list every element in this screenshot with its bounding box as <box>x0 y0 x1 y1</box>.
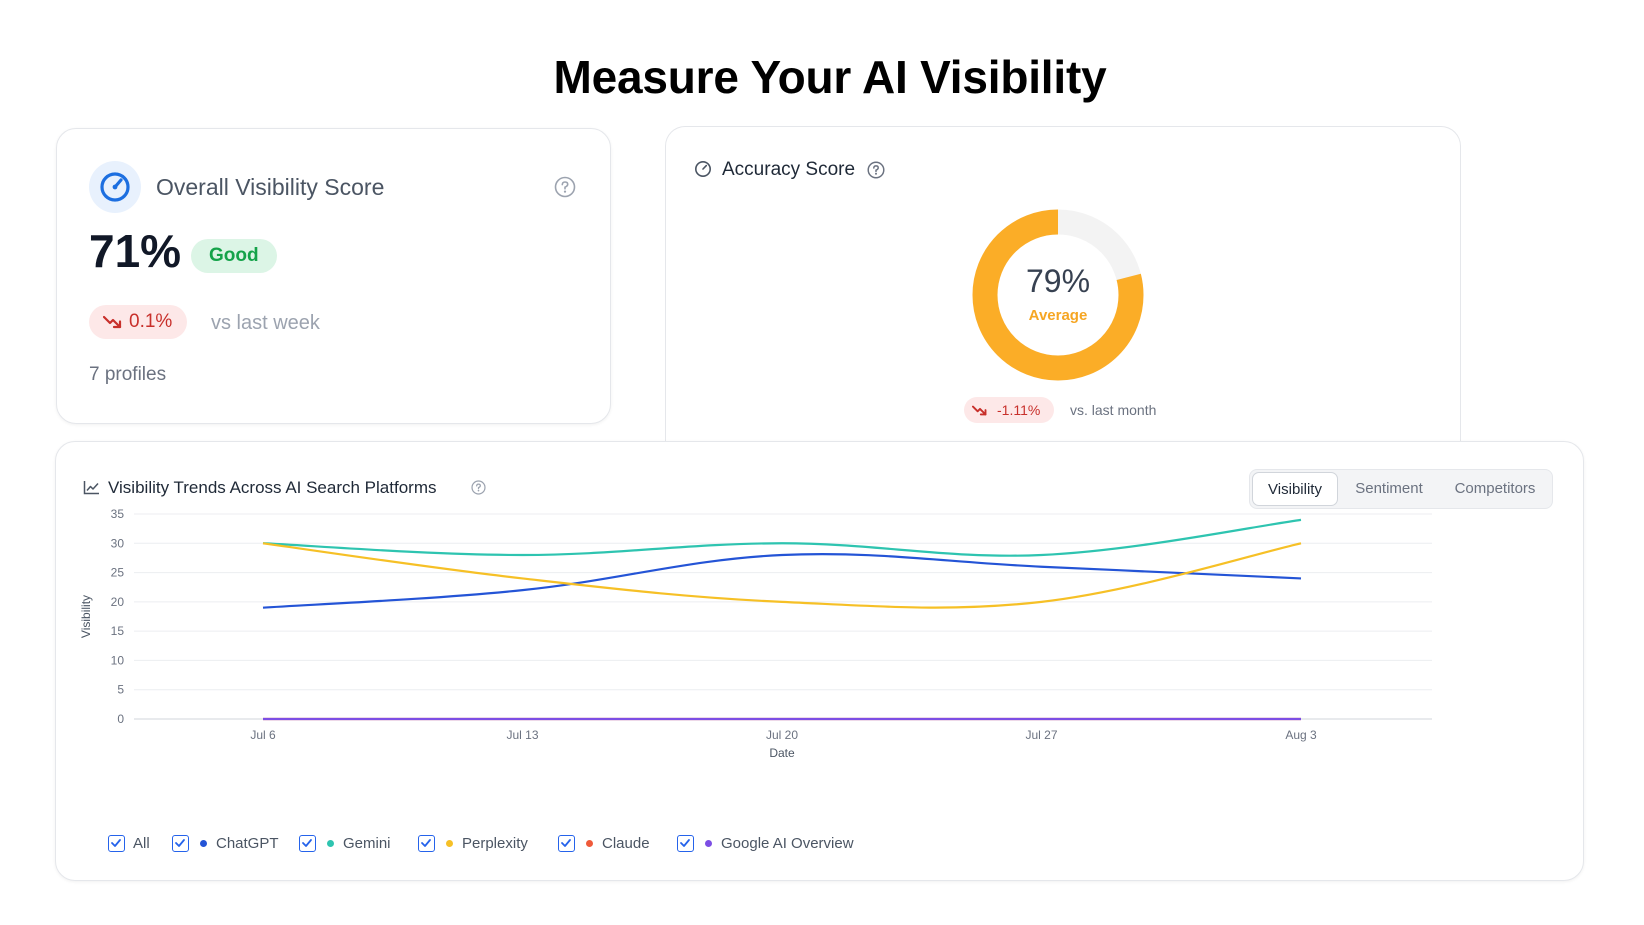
accuracy-donut <box>972 209 1144 381</box>
page-title: Measure Your AI Visibility <box>553 51 1107 103</box>
change-value: 0.1% <box>129 311 173 332</box>
legend-label: ChatGPT <box>216 834 279 852</box>
accuracy-value: 79% <box>1025 263 1091 299</box>
gauge-icon <box>695 161 711 177</box>
legend-label: Claude <box>602 834 650 852</box>
visibility-trends-card: Visibility Trends Across AI Search Platf… <box>55 441 1584 881</box>
accuracy-title: Accuracy Score <box>722 159 856 180</box>
check-icon <box>561 838 571 847</box>
checkbox[interactable] <box>172 834 189 852</box>
y-tick-label: 30 <box>111 536 125 550</box>
x-tick-label: Aug 3 <box>1285 728 1317 742</box>
x-tick-label: Jul 27 <box>1025 728 1057 742</box>
series-line-chatgpt <box>262 553 1302 609</box>
y-tick-label: 0 <box>117 712 124 726</box>
x-tick-label: Jul 13 <box>506 728 538 742</box>
legend-item-perplexity[interactable]: Perplexity <box>418 830 528 856</box>
check-icon <box>421 838 431 847</box>
y-axis-label: Visibility <box>79 595 93 638</box>
visibility-trend-chart: 0 5 10 15 20 25 30 35 Jul 6 Jul 13 Jul 20 Jul 27 Aug… <box>79 507 1432 760</box>
y-tick-label: 35 <box>111 507 125 521</box>
legend-item-claude[interactable]: Claude <box>558 830 650 856</box>
line-chart-icon <box>83 481 99 495</box>
y-tick-label: 10 <box>111 653 125 667</box>
help-icon[interactable] <box>471 480 486 495</box>
tab-visibility[interactable]: Visibility <box>1252 472 1338 506</box>
speedometer-icon <box>89 161 141 213</box>
help-icon[interactable] <box>867 161 885 179</box>
checkbox[interactable] <box>418 834 435 852</box>
profiles-count: 7 profiles <box>89 364 167 385</box>
legend-item-google-ai-overview[interactable]: Google AI Overview <box>677 830 854 856</box>
legend-color-dot <box>200 839 207 847</box>
check-icon <box>680 838 690 847</box>
metric-tabs: Visibility Sentiment Competitors <box>1249 469 1553 509</box>
accuracy-rating: Average <box>1028 307 1088 324</box>
y-tick-label: 25 <box>111 566 125 580</box>
overall-visibility-card: Overall Visibility Score 71% Good 0.1% v… <box>56 128 611 424</box>
legend-label: All <box>133 834 150 852</box>
legend-color-dot <box>446 839 453 847</box>
change-period-label: vs last week <box>211 312 320 334</box>
y-tick-label: 20 <box>111 595 125 609</box>
legend-item-gemini[interactable]: Gemini <box>299 830 391 856</box>
legend-label: Google AI Overview <box>721 834 854 852</box>
visibility-score: 71% <box>89 225 182 277</box>
y-tick-label: 15 <box>111 624 125 638</box>
trends-title: Visibility Trends Across AI Search Platf… <box>108 478 437 497</box>
checkbox[interactable] <box>299 834 316 852</box>
series-line-perplexity <box>262 542 1302 609</box>
legend-item-all[interactable]: All <box>108 830 150 856</box>
accuracy-change-value: -1.11% <box>997 402 1041 418</box>
x-tick-label: Jul 20 <box>766 728 798 742</box>
rating-badge: Good <box>191 239 277 273</box>
checkbox[interactable] <box>677 834 694 852</box>
checkbox[interactable] <box>558 834 575 852</box>
help-icon[interactable] <box>554 176 576 198</box>
tab-competitors[interactable]: Competitors <box>1454 480 1536 497</box>
overall-visibility-title: Overall Visibility Score <box>156 174 385 200</box>
legend-item-chatgpt[interactable]: ChatGPT <box>172 830 279 856</box>
tab-sentiment[interactable]: Sentiment <box>1355 480 1423 497</box>
legend-color-dot <box>327 839 334 847</box>
change-badge: 0.1% <box>89 305 187 339</box>
donut-progress-arc <box>972 209 1144 381</box>
y-tick-label: 5 <box>117 683 124 697</box>
check-icon <box>302 838 312 847</box>
legend-color-dot <box>705 839 712 847</box>
trend-down-icon <box>103 315 122 329</box>
trend-down-icon <box>972 405 987 416</box>
accuracy-change-period: vs. last month <box>1070 402 1157 418</box>
x-axis-label: Date <box>769 746 795 760</box>
checkbox[interactable] <box>108 834 125 852</box>
accuracy-score-card: Accuracy Score 79% Average -1.11% vs. la… <box>665 126 1461 446</box>
legend-label: Perplexity <box>462 834 528 852</box>
series-line-gemini <box>262 518 1302 557</box>
accuracy-change-badge: -1.11% <box>964 397 1054 423</box>
legend-label: Gemini <box>343 834 391 852</box>
check-icon <box>175 838 185 847</box>
check-icon <box>111 838 121 847</box>
legend-color-dot <box>586 839 593 847</box>
x-tick-label: Jul 6 <box>250 728 276 742</box>
